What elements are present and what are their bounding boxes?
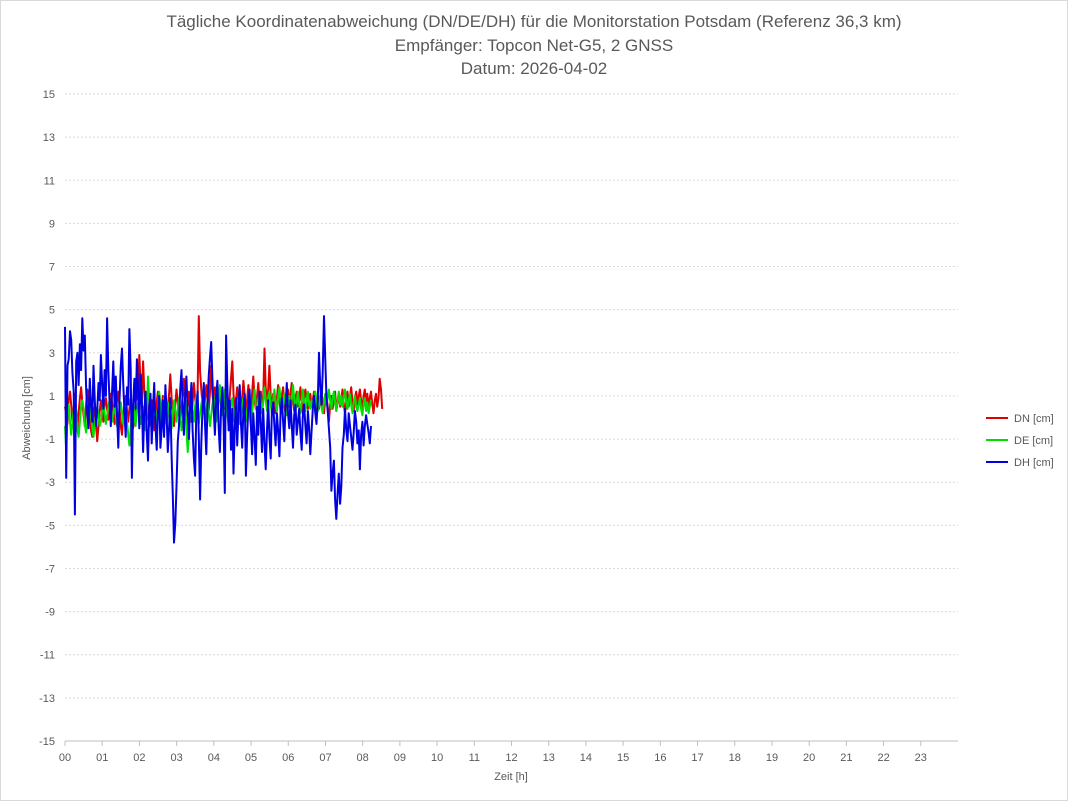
x-tick-label: 06 (282, 752, 294, 764)
x-tick-label: 13 (543, 752, 555, 764)
x-tick-label: 09 (394, 752, 406, 764)
x-tick-label: 07 (319, 752, 331, 764)
series-line-dh (64, 315, 372, 544)
x-tick-label: 17 (691, 752, 703, 764)
y-tick-label: 5 (49, 305, 55, 317)
x-tick-label: 08 (357, 752, 369, 764)
y-tick-label: 7 (49, 262, 55, 274)
y-tick-label: 9 (49, 218, 55, 230)
x-tick-label: 23 (915, 752, 927, 764)
chart-date: Datum: 2026-04-02 (460, 59, 608, 78)
x-tick-label: 12 (505, 752, 517, 764)
series-lines (64, 315, 384, 544)
y-tick-label: -5 (45, 520, 55, 532)
y-tick-label: -15 (39, 736, 55, 748)
y-tick-label: 15 (43, 89, 55, 101)
x-tick-label: 20 (803, 752, 815, 764)
legend-label: DH [cm] (1014, 457, 1054, 469)
x-axis-ticks: 00 01 02 03 04 05 06 07 08 09 10 11 12 13 14 15 16 17 18 19… (59, 741, 927, 764)
x-tick-label: 04 (208, 752, 220, 764)
x-tick-label: 15 (617, 752, 629, 764)
x-tick-label: 01 (96, 752, 108, 764)
y-axis-title: Abweichung [cm] (21, 376, 33, 460)
legend: DN [cm] DE [cm] DH [cm] (986, 413, 1054, 469)
x-tick-label: 10 (431, 752, 443, 764)
y-tick-label: 13 (43, 132, 55, 144)
x-tick-label: 00 (59, 752, 71, 764)
x-tick-label: 22 (877, 752, 889, 764)
legend-label: DN [cm] (1014, 413, 1054, 425)
x-tick-label: 05 (245, 752, 257, 764)
y-tick-label: -3 (45, 477, 55, 489)
x-tick-label: 21 (840, 752, 852, 764)
x-tick-label: 02 (133, 752, 145, 764)
x-tick-label: 11 (469, 752, 480, 764)
y-tick-label: -11 (40, 650, 55, 662)
y-tick-label: -1 (45, 434, 55, 446)
gridlines (65, 93, 958, 742)
y-axis-ticks: 15 13 11 9 7 5 3 1 -1 -3 -5 -7 -9 -11 -13 -15 (39, 89, 55, 748)
chart-subtitle: Empfänger: Topcon Net-G5, 2 GNSS (394, 36, 674, 55)
chart-title: Tägliche Koordinatenabweichung (DN/DE/DH… (166, 12, 902, 31)
y-tick-label: -13 (39, 693, 55, 705)
x-tick-label: 18 (729, 752, 741, 764)
x-tick-label: 14 (580, 752, 592, 764)
x-tick-label: 03 (171, 752, 183, 764)
y-tick-label: -9 (45, 607, 55, 619)
y-tick-label: -7 (45, 563, 55, 575)
y-tick-label: 1 (49, 391, 55, 403)
y-tick-label: 3 (49, 348, 55, 360)
y-tick-label: 11 (44, 175, 55, 187)
legend-label: DE [cm] (1014, 435, 1053, 447)
x-tick-label: 16 (654, 752, 666, 764)
x-tick-label: 19 (766, 752, 778, 764)
x-axis-title: Zeit [h] (494, 771, 528, 783)
